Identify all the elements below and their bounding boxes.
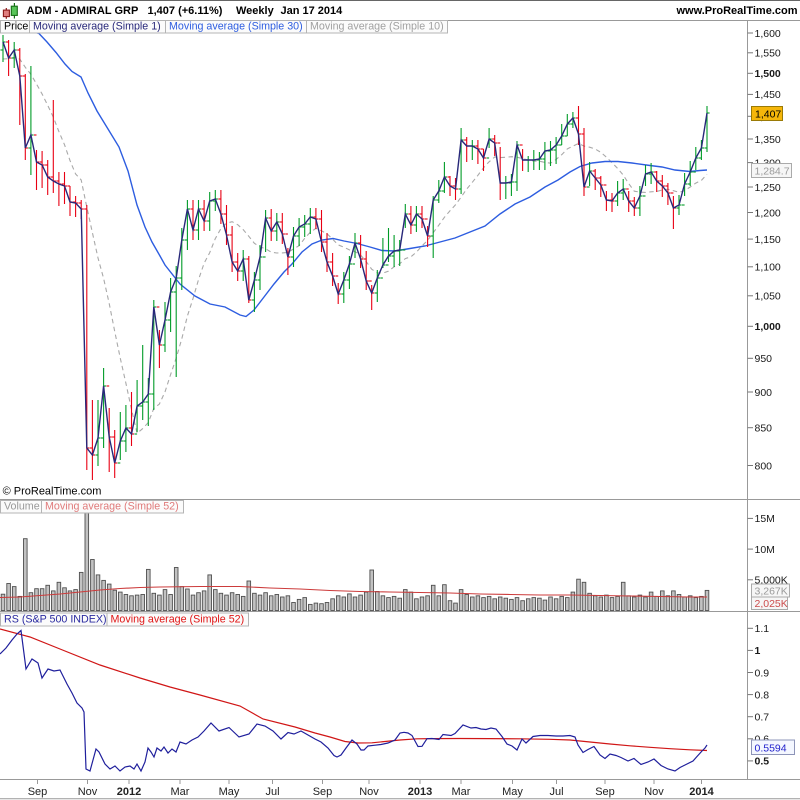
svg-text:Moving average (Simple 30): Moving average (Simple 30) bbox=[169, 21, 303, 33]
svg-text:Jul: Jul bbox=[549, 786, 563, 798]
svg-text:1,100: 1,100 bbox=[755, 262, 781, 274]
svg-text:Moving average (Simple 10): Moving average (Simple 10) bbox=[310, 21, 444, 33]
svg-text:Sep: Sep bbox=[595, 786, 615, 798]
svg-text:2012: 2012 bbox=[117, 786, 141, 798]
svg-text:May: May bbox=[219, 786, 240, 798]
svg-text:950: 950 bbox=[755, 353, 773, 365]
svg-text:0.5: 0.5 bbox=[755, 756, 770, 768]
svg-text:Moving average (Simple 52): Moving average (Simple 52) bbox=[45, 501, 179, 513]
svg-text:800: 800 bbox=[755, 460, 773, 472]
svg-text:900: 900 bbox=[755, 387, 773, 399]
svg-text:May: May bbox=[502, 786, 523, 798]
svg-text:1,050: 1,050 bbox=[755, 291, 781, 303]
svg-text:2014: 2014 bbox=[689, 786, 714, 798]
svg-text:Price: Price bbox=[4, 21, 28, 33]
svg-text:© ProRealTime.com: © ProRealTime.com bbox=[3, 486, 102, 498]
svg-text:Jul: Jul bbox=[265, 786, 279, 798]
svg-text:0.9: 0.9 bbox=[755, 667, 770, 679]
svg-text:Jan 17 2014: Jan 17 2014 bbox=[281, 5, 344, 17]
svg-text:Moving average (Simple 52): Moving average (Simple 52) bbox=[111, 614, 245, 626]
svg-text:1,150: 1,150 bbox=[755, 234, 781, 246]
svg-text:1,200: 1,200 bbox=[755, 207, 781, 219]
svg-text:RS (S&P 500 INDEX): RS (S&P 500 INDEX) bbox=[4, 614, 107, 626]
svg-text:Volume: Volume bbox=[4, 501, 40, 513]
svg-text:10M: 10M bbox=[755, 544, 775, 556]
svg-text:0.7: 0.7 bbox=[755, 712, 770, 724]
svg-text:www.ProRealTime.com: www.ProRealTime.com bbox=[675, 5, 797, 17]
svg-text:1,407 (+6.11%): 1,407 (+6.11%) bbox=[148, 5, 223, 17]
svg-text:ADM - ADMIRAL GRP: ADM - ADMIRAL GRP bbox=[27, 5, 139, 17]
svg-text:1,000: 1,000 bbox=[755, 321, 781, 333]
svg-text:Moving average (Simple 1): Moving average (Simple 1) bbox=[33, 21, 161, 33]
svg-text:15M: 15M bbox=[755, 513, 775, 525]
svg-text:1,550: 1,550 bbox=[755, 48, 781, 60]
svg-text:Nov: Nov bbox=[644, 786, 664, 798]
svg-text:Nov: Nov bbox=[78, 786, 98, 798]
svg-text:0.8: 0.8 bbox=[755, 689, 770, 701]
svg-text:0.5594: 0.5594 bbox=[755, 743, 787, 755]
svg-text:Mar: Mar bbox=[171, 786, 190, 798]
svg-text:1.1: 1.1 bbox=[755, 623, 770, 635]
svg-text:1,600: 1,600 bbox=[755, 28, 781, 40]
svg-text:Weekly: Weekly bbox=[236, 5, 275, 17]
svg-text:1: 1 bbox=[755, 645, 761, 657]
svg-text:850: 850 bbox=[755, 423, 773, 435]
svg-text:1,250: 1,250 bbox=[755, 182, 781, 194]
svg-text:2013: 2013 bbox=[408, 786, 432, 798]
svg-text:1,450: 1,450 bbox=[755, 89, 781, 101]
svg-text:Sep: Sep bbox=[313, 786, 333, 798]
svg-text:1,407: 1,407 bbox=[755, 109, 781, 121]
svg-text:1,350: 1,350 bbox=[755, 134, 781, 146]
svg-text:Mar: Mar bbox=[452, 786, 471, 798]
svg-text:Sep: Sep bbox=[28, 786, 48, 798]
svg-text:Nov: Nov bbox=[359, 786, 379, 798]
svg-text:1,500: 1,500 bbox=[755, 68, 781, 80]
svg-text:1,284.7: 1,284.7 bbox=[755, 166, 790, 178]
svg-text:2,025K: 2,025K bbox=[755, 598, 788, 610]
svg-text:3,267K: 3,267K bbox=[755, 586, 788, 598]
